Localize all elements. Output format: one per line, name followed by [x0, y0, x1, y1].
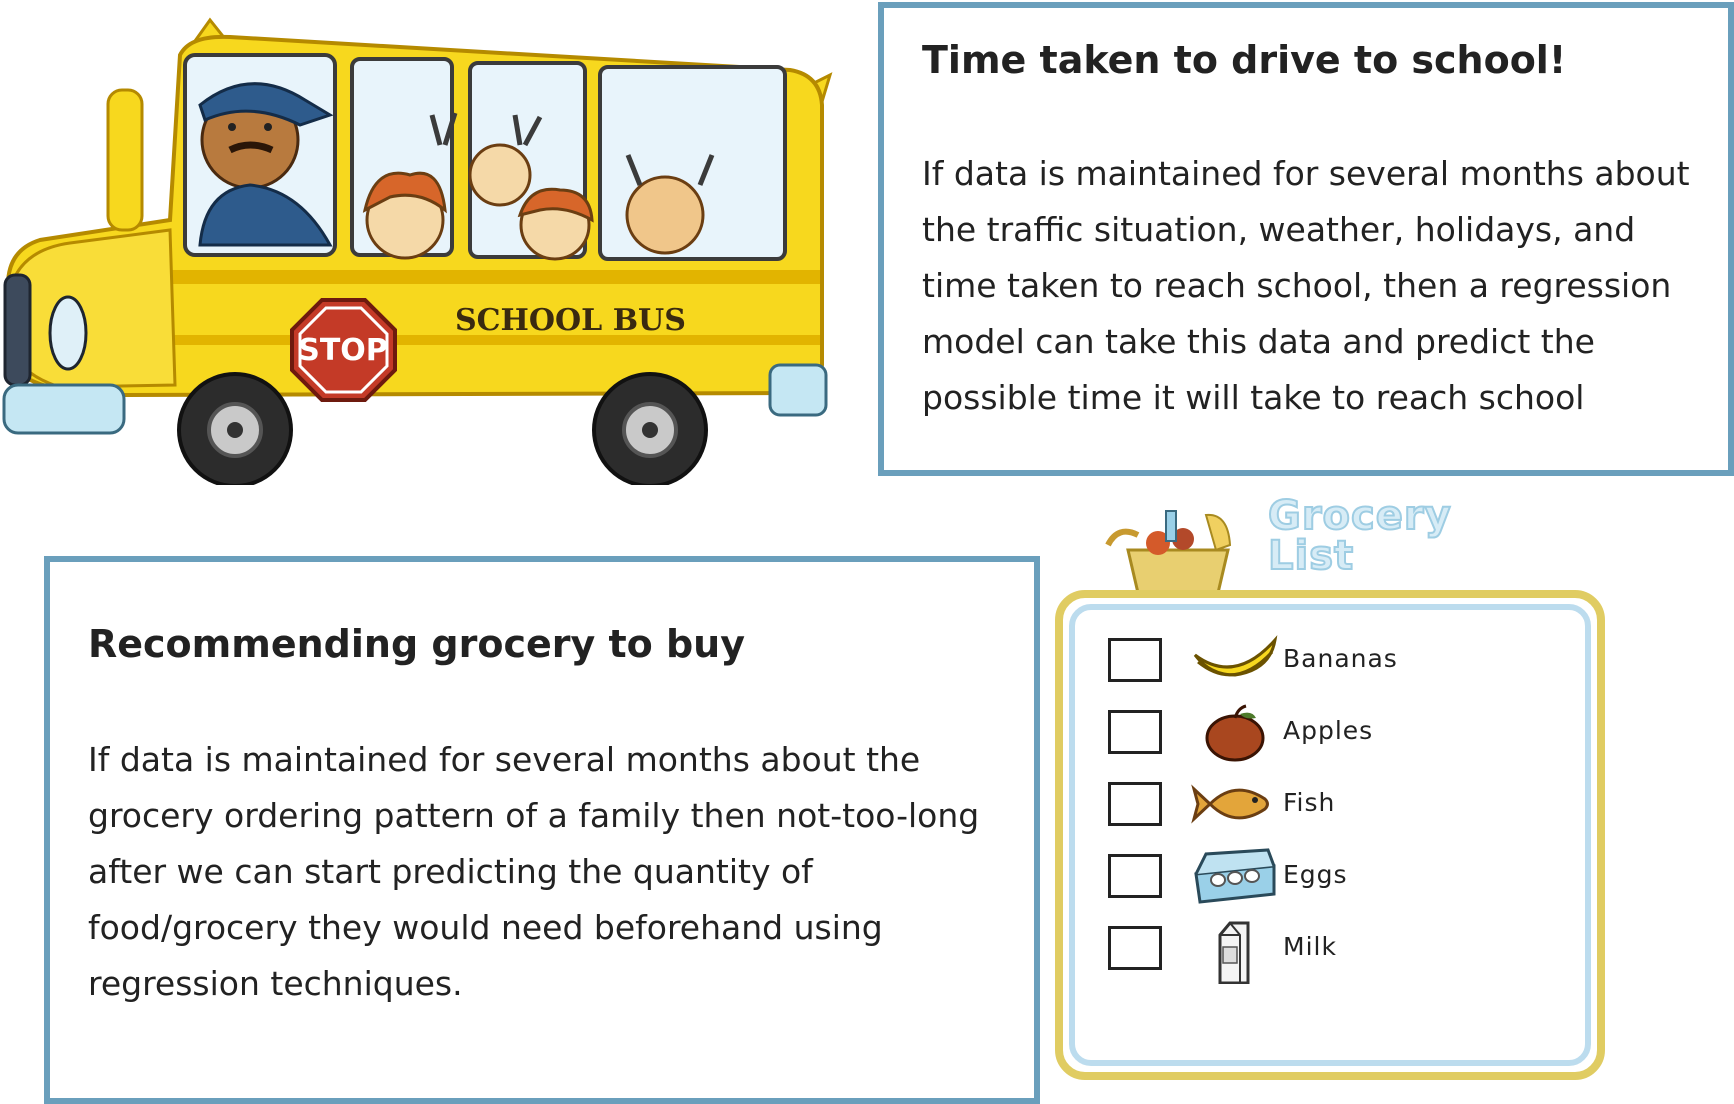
eggs-checkbox[interactable]	[1108, 854, 1162, 898]
bananas-label: Bananas	[1283, 644, 1398, 673]
grocery-list-title-line1: Grocery	[1267, 493, 1452, 539]
list-item: Milk	[1108, 921, 1528, 984]
school-regression-card: Time taken to drive to school! If data i…	[878, 2, 1734, 476]
milk-label: Milk	[1283, 932, 1337, 961]
stop-sign-text: STOP	[298, 333, 388, 368]
fish-checkbox[interactable]	[1108, 782, 1162, 826]
school-bus-illustration: STOP SCHOOL BUS	[2, 17, 833, 485]
list-item: Eggs	[1108, 848, 1528, 904]
eggs-label: Eggs	[1283, 860, 1348, 889]
bananas-checkbox[interactable]	[1108, 638, 1162, 682]
fish-label: Fish	[1283, 788, 1336, 817]
apples-label: Apples	[1283, 716, 1374, 745]
fish-icon	[1191, 784, 1269, 824]
grocery-card-body: If data is maintained for several months…	[88, 740, 980, 1003]
school-card-body: If data is maintained for several months…	[922, 154, 1690, 417]
grocery-list-title: Grocery List	[1267, 493, 1452, 579]
apples-checkbox[interactable]	[1108, 710, 1162, 754]
apple-icon	[1205, 704, 1265, 762]
school-card-title: Time taken to drive to school!	[922, 38, 1567, 82]
milk-icon	[1218, 921, 1250, 984]
banana-icon	[1193, 635, 1278, 677]
list-item: Fish	[1108, 782, 1528, 832]
eggs-icon	[1194, 848, 1276, 904]
milk-checkbox[interactable]	[1108, 926, 1162, 970]
grocery-list-title-line2: List	[1267, 533, 1355, 579]
grocery-card-title: Recommending grocery to buy	[88, 622, 746, 666]
grocery-bag-icon	[1105, 510, 1232, 595]
grocery-regression-card: Recommending grocery to buy If data is m…	[44, 556, 1040, 1104]
list-item: Apples	[1108, 704, 1528, 762]
bus-side-text: SCHOOL BUS	[455, 303, 686, 338]
list-item: Bananas	[1108, 635, 1528, 688]
